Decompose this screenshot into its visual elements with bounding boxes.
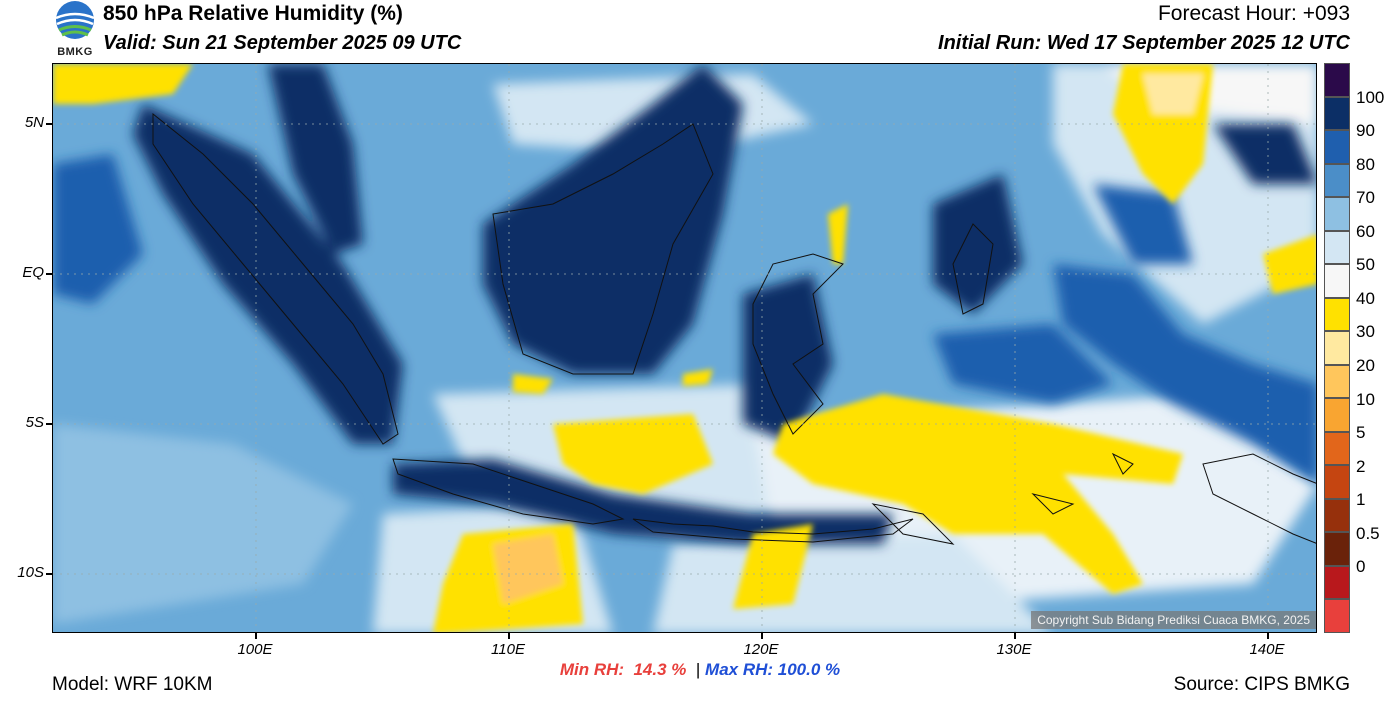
bmkg-logo-icon — [55, 1, 95, 39]
lon-tick — [255, 633, 257, 639]
colorbar-segment — [1324, 264, 1350, 298]
colorbar-segment — [1324, 197, 1350, 231]
colorbar-label: 0.5 — [1356, 523, 1380, 543]
model-name: Model: WRF 10KM — [52, 674, 213, 695]
lat-tick — [46, 123, 52, 125]
colorbar-label: 100 — [1356, 87, 1385, 107]
humidity-map — [52, 63, 1317, 633]
colorbar-label: 50 — [1356, 255, 1375, 275]
colorbar-label: 80 — [1356, 154, 1375, 174]
colorbar-label: 1 — [1356, 490, 1366, 510]
lat-tick — [46, 423, 52, 425]
colorbar-label: 20 — [1356, 356, 1375, 375]
lon-label-120e: 120E — [743, 641, 779, 658]
colorbar-segment — [1324, 331, 1350, 365]
initial-run: Initial Run: Wed 17 September 2025 12 UT… — [938, 32, 1350, 54]
colorbar-segment — [1324, 163, 1350, 198]
bmkg-logo — [52, 0, 98, 60]
lon-label-100e: 100E — [237, 641, 273, 658]
lat-label-10s: 10S — [17, 564, 44, 581]
rh-dry-zones — [53, 64, 1316, 632]
colorbar-segment — [1324, 565, 1350, 600]
colorbar-segment — [1324, 364, 1350, 399]
lon-tick — [1267, 633, 1269, 639]
colorbar-label: 90 — [1356, 121, 1375, 141]
colorbar-segment — [1324, 63, 1350, 97]
min-rh: Min RH: 14.3 % — [559, 660, 687, 679]
lat-label-5s: 5S — [25, 414, 44, 431]
lat-label-eq: EQ — [22, 264, 44, 281]
colorbar-segment — [1324, 532, 1350, 566]
colorbar-segment — [1324, 431, 1350, 466]
colorbar-label: 10 — [1356, 389, 1375, 409]
lon-tick — [761, 633, 763, 639]
colorbar-segment — [1324, 297, 1350, 332]
max-rh: Max RH: 100.0 % — [705, 660, 841, 679]
lat-tick — [46, 273, 52, 275]
valid-time: Valid: Sun 21 September 2025 09 UTC — [103, 32, 462, 54]
colorbar-segment — [1324, 498, 1350, 533]
copyright-notice: Copyright Sub Bidang Prediksi Cuaca BMKG… — [1031, 611, 1316, 629]
lon-tick — [1014, 633, 1016, 639]
lon-label-130e: 130E — [996, 641, 1032, 658]
stats-separator: | — [695, 660, 701, 679]
colorbar-segment — [1324, 96, 1350, 131]
map-title: 850 hPa Relative Humidity (%) — [103, 2, 403, 25]
colorbar-label: 0 — [1356, 557, 1366, 577]
graticule — [53, 64, 1316, 632]
colorbar-label: 30 — [1356, 322, 1375, 342]
colorbar-label: 70 — [1356, 188, 1375, 208]
rh-stats: Min RH: 14.3 % | Max RH: 100.0 % — [0, 660, 1400, 680]
data-source: Source: CIPS BMKG — [1173, 674, 1350, 695]
lon-tick — [508, 633, 510, 639]
colorbar-segment — [1324, 398, 1350, 432]
colorbar-segment — [1324, 599, 1350, 633]
colorbar-label: 2 — [1356, 456, 1366, 476]
colorbar-label: 5 — [1356, 423, 1366, 443]
lat-tick — [46, 573, 52, 575]
lon-label-140e: 140E — [1249, 641, 1285, 658]
colorbar-label: 60 — [1356, 221, 1375, 241]
colorbar — [1324, 63, 1350, 633]
logo-text: BMKG — [57, 46, 93, 58]
colorbar-segment — [1324, 230, 1350, 265]
colorbar-label: 40 — [1356, 288, 1375, 308]
forecast-hour: Forecast Hour: +093 — [1157, 2, 1350, 25]
lat-label-5n: 5N — [24, 114, 44, 131]
coastlines — [152, 112, 1316, 545]
colorbar-segment — [1324, 130, 1350, 164]
lon-label-110e: 110E — [491, 641, 525, 658]
colorbar-segment — [1324, 465, 1350, 499]
